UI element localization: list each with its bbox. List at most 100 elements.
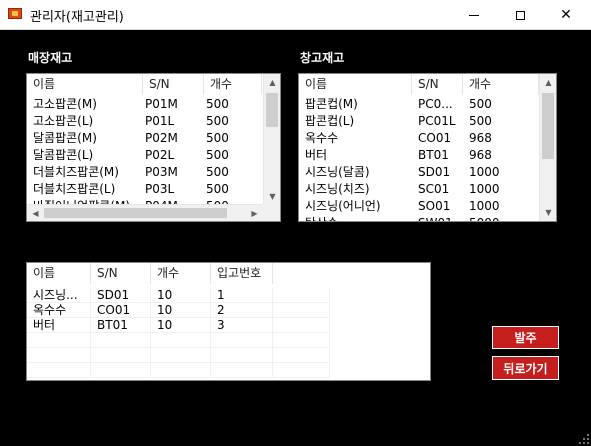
column-header-sn[interactable]: S/N — [91, 263, 151, 284]
warehouse-inventory-label: 창고재고 — [300, 51, 345, 65]
close-button[interactable]: ✕ — [543, 0, 589, 30]
store-horizontal-scrollbar[interactable]: ◀ ▶ — [27, 204, 263, 221]
scrollbar-corner — [263, 204, 280, 221]
table-cell: SW01 — [412, 215, 463, 221]
table-cell: 팝콘컵(L) — [305, 114, 355, 128]
table-cell: 시즈닝(어니언) — [305, 199, 381, 213]
title-bar: 관리자(재고관리) ✕ — [0, 0, 591, 30]
column-header-count[interactable]: 개수 — [463, 74, 539, 95]
table-cell: BT01 — [418, 148, 449, 162]
table-cell: 시즈닝(달콤) — [305, 165, 370, 179]
column-header-name[interactable]: 이름 — [27, 263, 91, 284]
table-row[interactable]: 팝콘컵(L) PC01L 500 — [299, 113, 539, 130]
table-cell — [27, 348, 91, 363]
table-cell — [91, 348, 151, 363]
table-row[interactable]: 달콤팝콘(L) P02L 500 — [27, 147, 262, 164]
table-cell — [273, 288, 330, 303]
table-row[interactable]: 시즈닝(어니언) SO01 1000 — [299, 198, 539, 215]
table-cell — [211, 348, 273, 363]
scroll-left-icon[interactable]: ◀ — [32, 209, 39, 218]
empty-table-row[interactable] — [27, 363, 330, 378]
table-cell: 500 — [469, 97, 492, 111]
table-cell: CO01 — [418, 131, 452, 145]
warehouse-list-header: 이름 S/N 개수 — [299, 74, 539, 95]
table-cell: PC0... — [418, 97, 453, 111]
table-row[interactable]: 더블치즈팝콘(M) P03M 500 — [27, 164, 262, 181]
table-row[interactable]: 더블치즈팝콘(L) P03L 500 — [27, 181, 262, 198]
table-cell: 탄산수 — [299, 215, 412, 221]
scroll-thumb[interactable] — [44, 208, 227, 218]
column-header-count[interactable]: 개수 — [151, 263, 211, 284]
table-cell: SD01 — [91, 288, 151, 303]
table-cell: 시즈닝(치즈) — [305, 182, 370, 196]
maximize-button[interactable] — [497, 0, 543, 30]
table-cell: 500 — [206, 148, 229, 162]
table-cell: 500 — [206, 182, 229, 196]
scroll-thumb[interactable] — [542, 93, 554, 159]
table-row[interactable]: 버터 BT01 10 3 — [27, 318, 330, 333]
table-row[interactable]: 달콤팝콘(M) P02M 500 — [27, 130, 262, 147]
maximize-icon — [515, 10, 525, 20]
column-header-name[interactable]: 이름 — [27, 74, 143, 95]
app-icon — [8, 8, 22, 19]
order-list-header: 이름 S/N 개수 입고번호 — [27, 263, 273, 284]
table-row[interactable]: 탄산수SW015000 — [299, 215, 539, 221]
table-cell: P03L — [145, 182, 175, 196]
order-button[interactable]: 발주 — [492, 326, 559, 349]
table-cell: 고소팝콘(L) — [33, 114, 94, 128]
table-cell: 500 — [469, 114, 492, 128]
table-cell — [211, 333, 273, 348]
resize-grip-icon[interactable] — [579, 434, 589, 444]
column-header-name[interactable]: 이름 — [299, 74, 412, 95]
table-cell — [151, 333, 211, 348]
table-cell: 달콤팝콘(L) — [33, 148, 94, 162]
table-cell — [273, 318, 330, 333]
order-list[interactable]: 이름 S/N 개수 입고번호 시즈닝... SD01 10 1 옥수수 CO01 10 2 버터… — [26, 262, 431, 381]
column-header-receipt-no[interactable]: 입고번호 — [211, 263, 273, 284]
table-row[interactable]: 시즈닝(달콤) SD01 1000 — [299, 164, 539, 181]
table-cell: P03M — [145, 165, 178, 179]
table-cell: 더블치즈팝콘(L) — [33, 182, 116, 196]
empty-table-row[interactable] — [27, 348, 330, 363]
column-header-sn[interactable]: S/N — [412, 74, 463, 95]
table-row[interactable]: 버터 BT01 968 — [299, 147, 539, 164]
table-row[interactable]: 고소팝콘(M) P01M 500 — [27, 96, 262, 113]
table-cell: 1000 — [469, 199, 500, 213]
column-header-sn[interactable]: S/N — [143, 74, 204, 95]
store-list-header: 이름 S/N 개수 — [27, 74, 262, 95]
table-cell: 10 — [151, 303, 211, 318]
table-cell: 10 — [151, 318, 211, 333]
scroll-thumb[interactable] — [266, 93, 278, 127]
window-title: 관리자(재고관리) — [30, 10, 124, 25]
table-row[interactable]: 고소팝콘(L) P01L 500 — [27, 113, 262, 130]
table-cell — [91, 333, 151, 348]
table-row[interactable]: 옥수수 CO01 10 2 — [27, 303, 330, 318]
scroll-up-icon[interactable]: ▲ — [269, 78, 276, 87]
table-cell: BT01 — [91, 318, 151, 333]
table-row[interactable]: 시즈닝... SD01 10 1 — [27, 288, 330, 303]
table-cell: 버터 — [27, 318, 91, 333]
table-cell: 옥수수 — [305, 131, 339, 145]
table-cell: P01L — [145, 114, 175, 128]
empty-table-row[interactable] — [27, 333, 330, 348]
table-row[interactable]: 팝콘컵(M) PC0... 500 — [299, 96, 539, 113]
warehouse-inventory-list[interactable]: 이름 S/N 개수 팝콘컵(M) PC0... 500 팝콘컵(L) PC01L 500 옥… — [298, 73, 557, 222]
table-cell: CO01 — [91, 303, 151, 318]
store-inventory-list[interactable]: 이름 S/N 개수 고소팝콘(M) P01M 500 고소팝콘(L) P01L 500 달콤… — [26, 73, 281, 222]
scroll-down-icon[interactable]: ▼ — [269, 192, 276, 201]
minimize-button[interactable] — [451, 0, 497, 30]
scroll-up-icon[interactable]: ▲ — [545, 78, 552, 87]
table-cell: SO01 — [418, 199, 451, 213]
scroll-right-icon[interactable]: ▶ — [251, 209, 258, 218]
table-cell — [273, 363, 330, 378]
table-cell: P02M — [145, 131, 178, 145]
scroll-down-icon[interactable]: ▼ — [545, 208, 552, 217]
table-row[interactable]: 시즈닝(치즈) SC01 1000 — [299, 181, 539, 198]
back-button[interactable]: 뒤로가기 — [492, 356, 559, 380]
warehouse-vertical-scrollbar[interactable]: ▲ ▼ — [539, 74, 556, 221]
column-header-count[interactable]: 개수 — [204, 74, 262, 95]
table-cell — [273, 333, 330, 348]
table-row[interactable]: 옥수수 CO01 968 — [299, 130, 539, 147]
store-vertical-scrollbar[interactable]: ▲ ▼ — [263, 74, 280, 205]
table-cell: 968 — [469, 148, 492, 162]
